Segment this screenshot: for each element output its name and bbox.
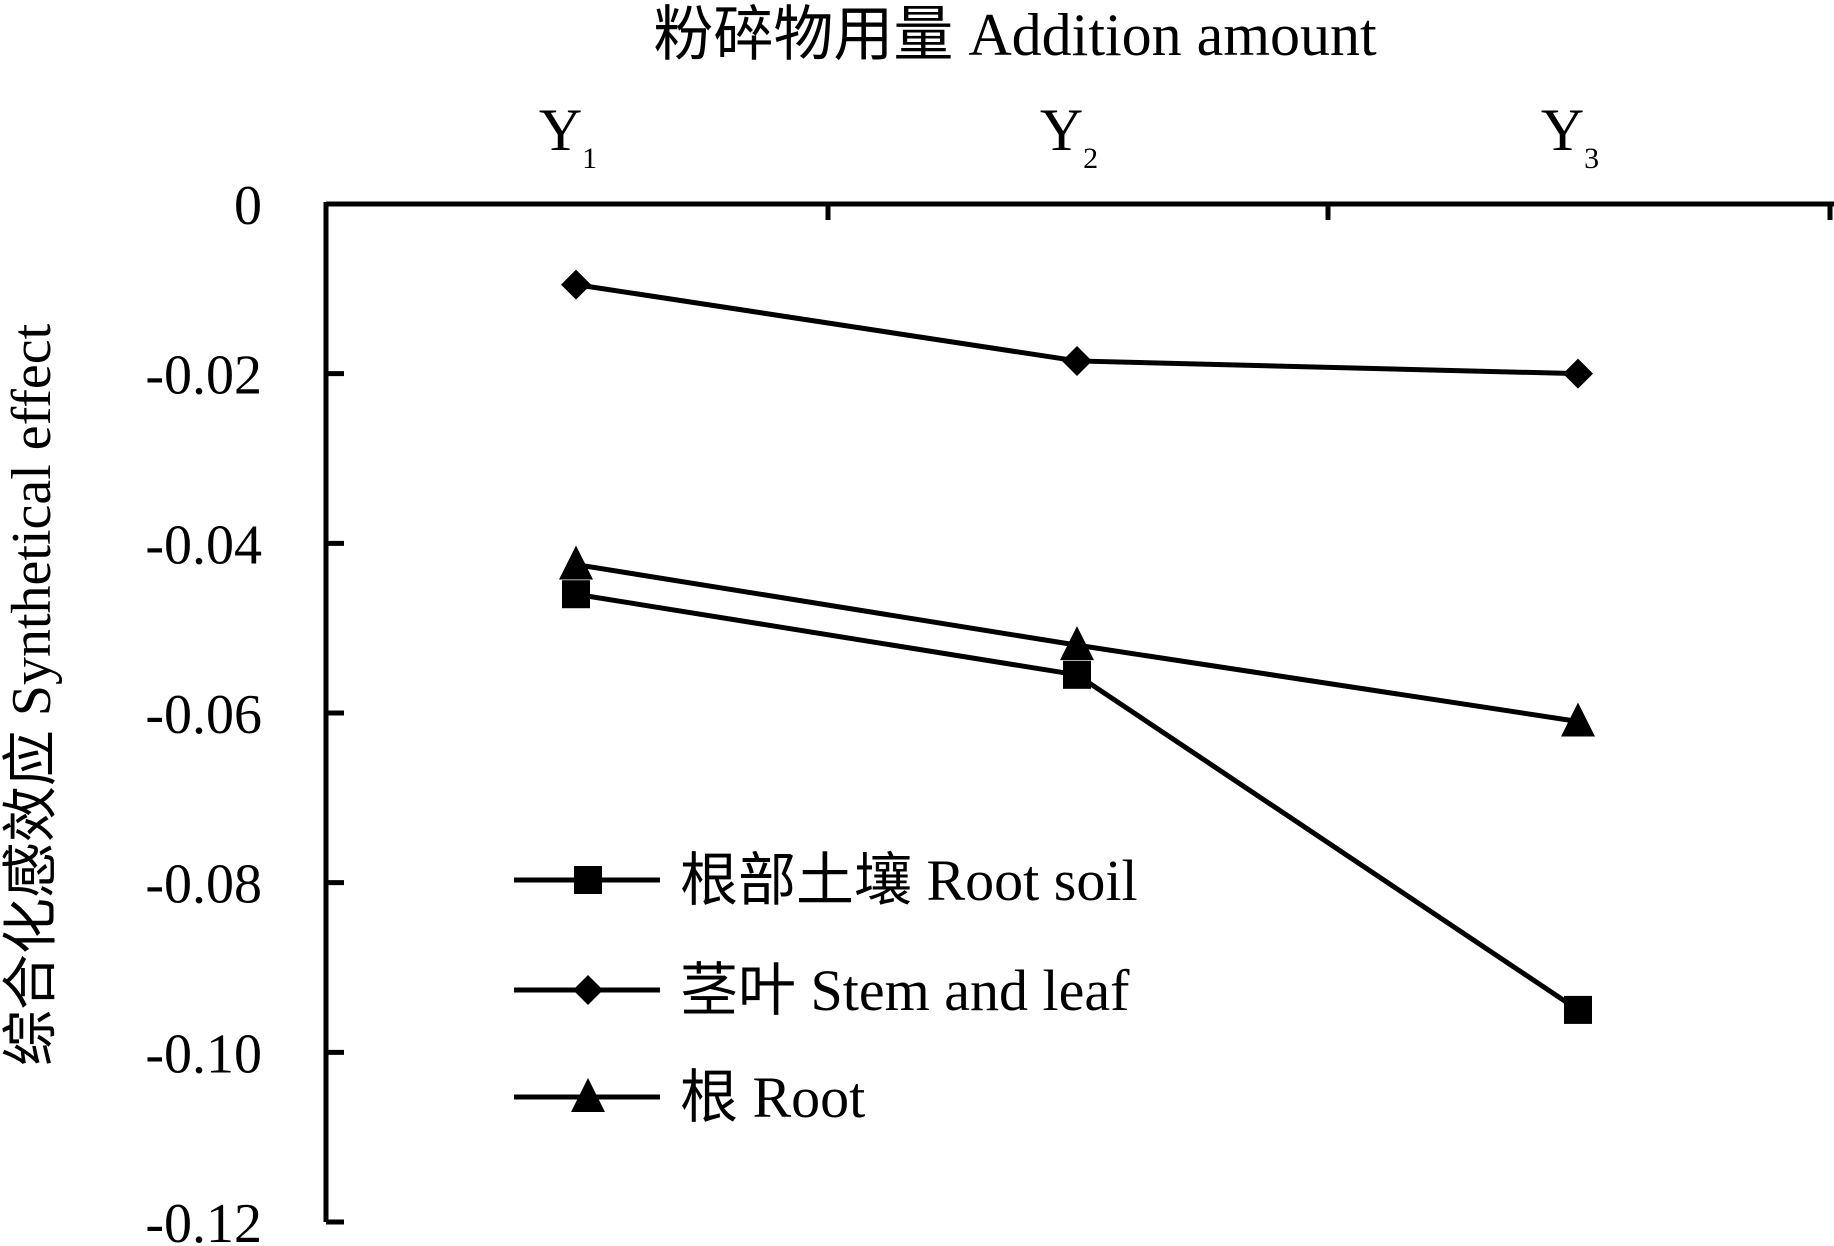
series-2-point-2: [1561, 702, 1595, 737]
x-category-labels: Y1 Y2 Y3: [539, 97, 1599, 175]
y-tick-label-3: -0.06: [145, 684, 262, 746]
y-tick-label-6: -0.12: [145, 1193, 262, 1246]
y-tick-marks: [326, 201, 344, 1225]
series-markers: [559, 269, 1595, 1024]
series-0-point-2: [1564, 995, 1592, 1024]
series-0-point-0: [562, 580, 590, 609]
y-axis-title: 综合化感效应 Synthetical effect: [1, 323, 63, 1066]
legend-label-2: 根 Root: [680, 1065, 865, 1130]
series-2-point-0: [559, 545, 593, 580]
series-1-point-1: [1062, 345, 1092, 376]
y-tick-labels: 0 -0.02 -0.04 -0.06 -0.08 -0.10 -0.12: [145, 175, 262, 1246]
y-tick-label-1: -0.02: [145, 345, 262, 407]
y-tick-label-0: 0: [234, 175, 262, 237]
legend-marker-0: [574, 866, 602, 894]
x-category-label-2: Y3: [1541, 97, 1599, 175]
legend: 根部土壤 Root soil 茎叶 Stem and leaf 根 Root: [514, 848, 1138, 1130]
x-tick-marks: [825, 204, 1833, 220]
y-tick-label-2: -0.04: [145, 514, 262, 576]
legend-label-1: 茎叶 Stem and leaf: [680, 958, 1130, 1023]
series-2-point-1: [1060, 626, 1094, 661]
series-1-point-2: [1563, 358, 1593, 389]
y-tick-label-4: -0.08: [145, 854, 262, 916]
x-axis-title: 粉碎物用量 Addition amount: [653, 2, 1377, 68]
legend-marker-1: [573, 975, 603, 1005]
series-1-point-0: [561, 269, 591, 300]
y-tick-label-5: -0.10: [145, 1023, 262, 1085]
legend-marker-2: [571, 1078, 605, 1112]
x-category-label-1: Y2: [1040, 97, 1098, 175]
x-category-label-0: Y1: [539, 97, 597, 175]
legend-label-0: 根部土壤 Root soil: [680, 848, 1138, 913]
series-0-point-1: [1063, 660, 1091, 689]
